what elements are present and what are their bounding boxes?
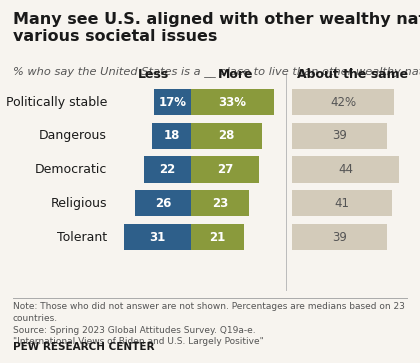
FancyBboxPatch shape [191,89,274,115]
Text: PEW RESEARCH CENTER: PEW RESEARCH CENTER [13,342,154,352]
Text: 27: 27 [217,163,233,176]
Text: Democratic: Democratic [35,163,107,176]
Text: Tolerant: Tolerant [57,231,107,244]
Text: Less: Less [138,68,169,81]
Text: % who say the United States is a __ place to live than other wealthy nations: % who say the United States is a __ plac… [13,66,420,77]
FancyBboxPatch shape [191,156,259,183]
FancyBboxPatch shape [191,190,249,216]
Text: Religious: Religious [50,197,107,210]
Text: 23: 23 [212,197,228,210]
Text: 44: 44 [338,163,353,176]
FancyBboxPatch shape [155,89,191,115]
Text: More: More [218,68,253,81]
Text: 22: 22 [159,163,176,176]
Text: 33%: 33% [219,95,247,109]
FancyBboxPatch shape [191,224,244,250]
Text: 18: 18 [163,129,180,142]
FancyBboxPatch shape [292,123,387,149]
FancyBboxPatch shape [144,156,191,183]
Text: 39: 39 [332,231,347,244]
Text: Politically stable: Politically stable [6,95,107,109]
FancyBboxPatch shape [292,156,399,183]
Text: 41: 41 [334,197,349,210]
Text: 17%: 17% [159,95,187,109]
Text: Note: Those who did not answer are not shown. Percentages are medians based on 2: Note: Those who did not answer are not s… [13,302,404,346]
Text: 28: 28 [218,129,234,142]
FancyBboxPatch shape [135,190,191,216]
Text: 42%: 42% [330,95,356,109]
FancyBboxPatch shape [152,123,191,149]
Text: 31: 31 [150,231,166,244]
Text: 26: 26 [155,197,171,210]
FancyBboxPatch shape [124,224,191,250]
Text: About the same: About the same [297,68,408,81]
Text: Many see U.S. aligned with other wealthy nations on
various societal issues: Many see U.S. aligned with other wealthy… [13,12,420,44]
FancyBboxPatch shape [292,89,394,115]
Text: Dangerous: Dangerous [39,129,107,142]
Text: 39: 39 [332,129,347,142]
FancyBboxPatch shape [292,190,392,216]
FancyBboxPatch shape [292,224,387,250]
FancyBboxPatch shape [191,123,262,149]
Text: 21: 21 [210,231,226,244]
